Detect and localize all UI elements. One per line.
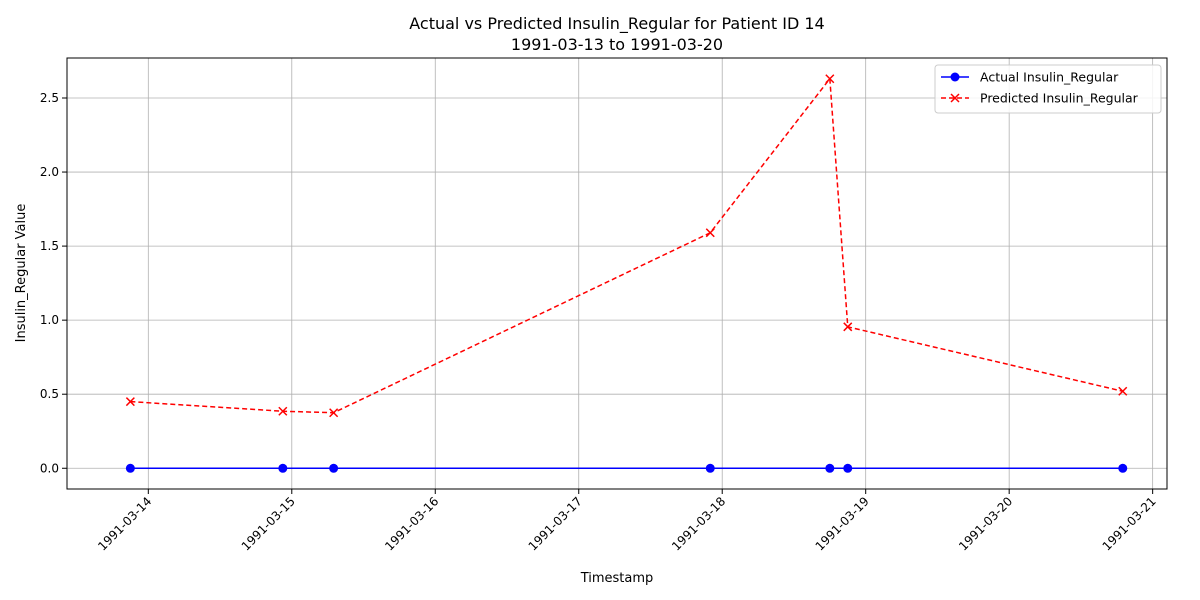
y-tick-label: 0.5 <box>40 387 59 401</box>
data-point-actual <box>329 463 339 473</box>
data-point-predicted <box>705 228 715 238</box>
data-point-actual <box>705 463 715 473</box>
axis-ticks: 1991-03-14 1991-03-15 1991-03-16 1991-03-17… <box>40 91 1159 553</box>
data-point-predicted <box>329 408 339 418</box>
data-point-predicted <box>278 406 288 416</box>
x-tick-label: 1991-03-16 <box>382 494 441 553</box>
legend: Actual Insulin_Regular Predicted Insulin… <box>934 64 1162 114</box>
data-point-predicted <box>125 397 135 407</box>
data-point-predicted <box>1118 386 1128 396</box>
data-point-actual <box>125 463 135 473</box>
y-tick-label: 1.0 <box>40 313 59 327</box>
legend-actual-marker <box>950 72 960 82</box>
y-tick-label: 2.0 <box>40 165 59 179</box>
x-tick-label: 1991-03-19 <box>813 494 872 553</box>
y-tick-label: 0.0 <box>40 461 59 475</box>
legend-predicted-label: Predicted Insulin_Regular <box>980 91 1139 106</box>
y-tick-label: 2.5 <box>40 91 59 105</box>
x-tick-label: 1991-03-18 <box>669 494 728 553</box>
legend-box <box>934 64 1162 114</box>
data-point-actual <box>843 463 853 473</box>
x-tick-label: 1991-03-21 <box>1100 494 1159 553</box>
x-tick-label: 1991-03-14 <box>95 494 154 553</box>
data-point-actual <box>278 463 288 473</box>
y-axis-label: Insulin_Regular Value <box>14 204 29 343</box>
data-point-predicted <box>843 322 853 332</box>
data-point-actual <box>825 463 835 473</box>
y-tick-label: 1.5 <box>40 239 59 253</box>
legend-predicted-marker <box>950 93 960 103</box>
grid <box>67 58 1167 489</box>
chart-title: Actual vs Predicted Insulin_Regular for … <box>409 14 824 34</box>
data-point-actual <box>1118 463 1128 473</box>
x-axis-label: Timestamp <box>580 571 654 586</box>
chart-subtitle: 1991-03-13 to 1991-03-20 <box>511 35 723 54</box>
x-tick-label: 1991-03-15 <box>239 494 298 553</box>
x-tick-label: 1991-03-17 <box>526 494 585 553</box>
plot-area <box>66 57 1168 490</box>
series-layer <box>125 74 1128 473</box>
data-point-predicted <box>825 74 835 84</box>
x-tick-label: 1991-03-20 <box>956 494 1015 553</box>
legend-actual-label: Actual Insulin_Regular <box>980 70 1119 85</box>
